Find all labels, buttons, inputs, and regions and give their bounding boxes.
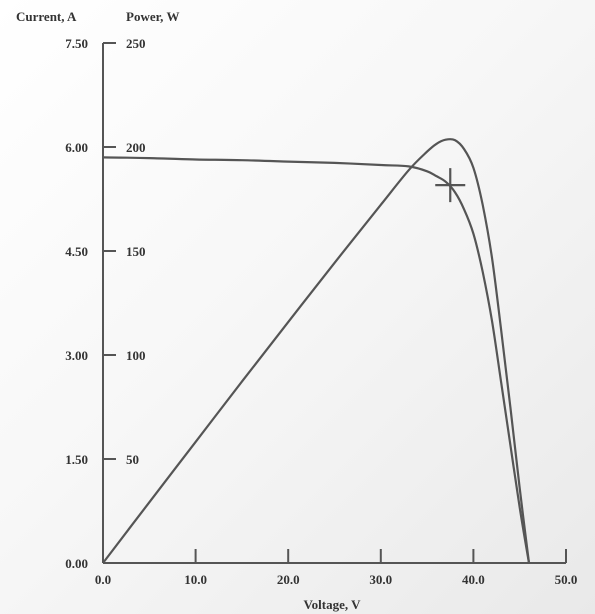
current-tick-label: 3.00	[65, 348, 88, 363]
power-curve	[102, 138, 531, 564]
power-tick-label: 250	[126, 36, 146, 51]
voltage-axis-title: Voltage, V	[303, 597, 361, 612]
current-tick-label: 7.50	[65, 36, 88, 51]
current-axis-title: Current, A	[16, 9, 77, 24]
x-tick-label: 40.0	[462, 572, 485, 587]
axes	[102, 43, 566, 564]
power-axis-title: Power, W	[126, 9, 179, 24]
power-tick-label: 100	[126, 348, 146, 363]
mpp-marker	[435, 168, 466, 203]
current-tick-label: 0.00	[65, 556, 88, 571]
x-tick-label: 0.0	[95, 572, 111, 587]
current-tick-label: 4.50	[65, 244, 88, 259]
current-tick-label: 6.00	[65, 140, 88, 155]
x-tick-label: 30.0	[369, 572, 392, 587]
current-tick-label: 1.50	[65, 452, 88, 467]
ticks: 0.00 1.50 3.00 4.50 6.00 7.50 50 100 150 200 250 0.…	[65, 36, 577, 587]
power-tick-label: 50	[126, 452, 139, 467]
power-tick-label: 200	[126, 140, 146, 155]
x-tick-label: 10.0	[184, 572, 207, 587]
power-tick-label: 150	[126, 244, 146, 259]
current-curve	[102, 156, 531, 564]
x-tick-label: 20.0	[277, 572, 300, 587]
x-tick-label: 50.0	[555, 572, 578, 587]
curves	[102, 138, 531, 564]
